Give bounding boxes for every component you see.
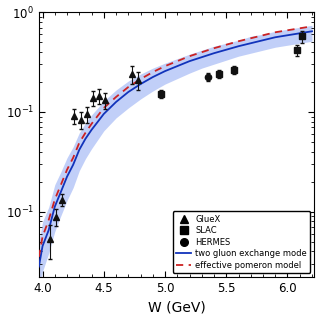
Legend: GlueX, SLAC, HERMES, two gluon exchange mode, effective pomeron model: GlueX, SLAC, HERMES, two gluon exchange … [173, 211, 310, 273]
X-axis label: W (GeV): W (GeV) [148, 300, 205, 315]
